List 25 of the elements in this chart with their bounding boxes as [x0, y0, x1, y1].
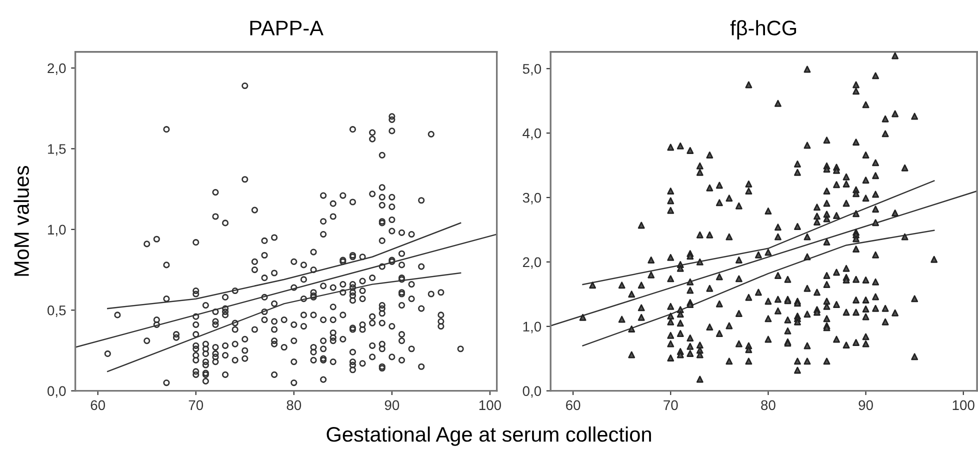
y-axis-title: MoM values [14, 166, 29, 276]
y-tick-label: 1,5 [48, 144, 66, 156]
x-tick-label: 100 [479, 400, 502, 410]
x-tick-label: 60 [90, 400, 106, 410]
x-tick-label: 60 [566, 400, 580, 410]
x-axis-title: Gestational Age at serum collection [326, 426, 651, 446]
y-tick-label: 1,0 [48, 224, 66, 236]
y-tick-label: 5,0 [522, 64, 542, 76]
y-tick-label: 3,0 [522, 192, 542, 204]
y-tick-label: 0,5 [48, 305, 66, 317]
x-tick-label: 70 [664, 400, 678, 410]
y-tick-label: 2,0 [48, 63, 66, 75]
y-tick-label: 4,0 [522, 128, 542, 140]
y-tick-label: 2,0 [522, 257, 542, 269]
x-tick-label: 70 [188, 400, 204, 410]
chart-title: PAPP-A [250, 20, 324, 36]
y-tick-label: 1,0 [523, 322, 542, 334]
x-tick-label: 80 [761, 400, 776, 410]
x-tick-label: 90 [858, 400, 873, 410]
y-tick-label: 0,0 [48, 386, 66, 398]
x-tick-label: 80 [286, 400, 302, 410]
x-tick-label: 90 [384, 400, 400, 410]
chart-title: fβ-hCG [730, 20, 796, 40]
y-tick-label: 0,0 [522, 386, 542, 398]
x-tick-label: 100 [952, 400, 974, 410]
